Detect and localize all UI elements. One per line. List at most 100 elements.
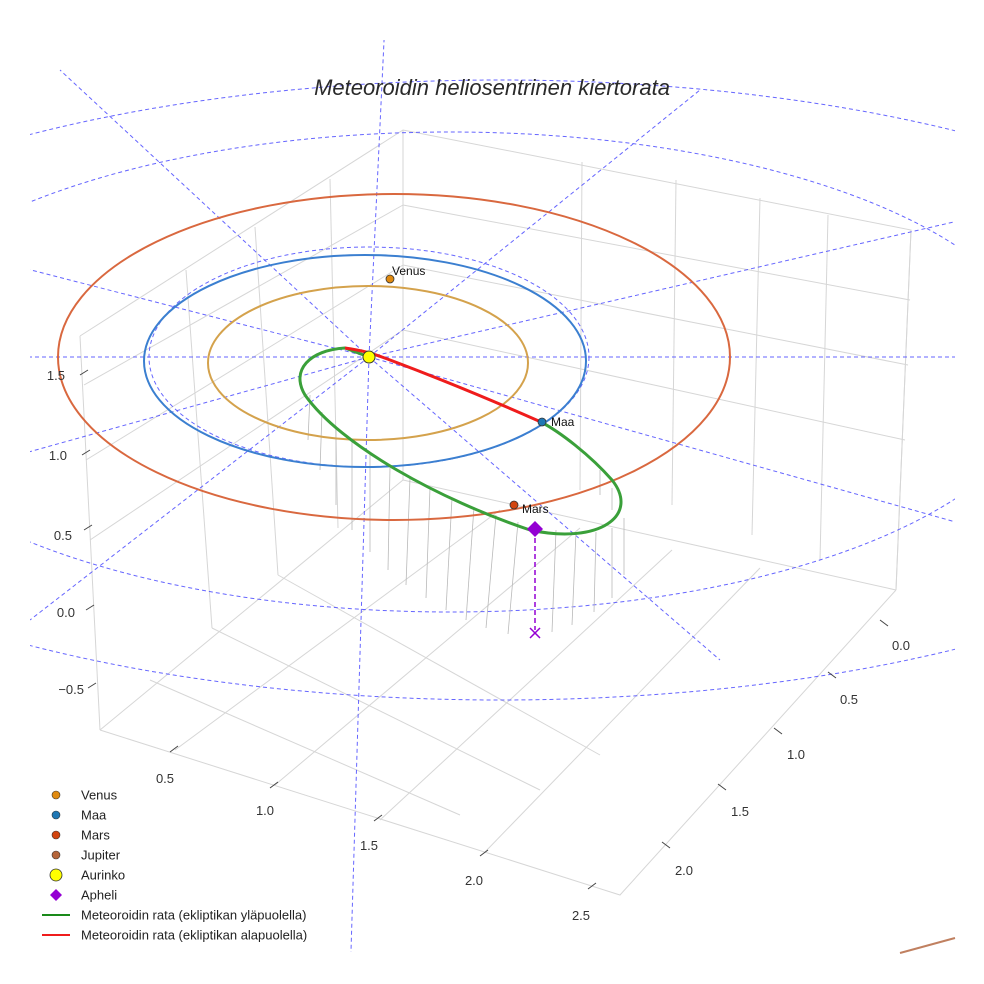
earth-label: Maa	[551, 415, 575, 429]
y-tick-mark	[717, 783, 727, 791]
grid-line	[379, 549, 673, 821]
x-tick-label: 2.0	[465, 873, 483, 888]
legend-item[interactable]: Apheli	[50, 888, 117, 903]
x-tick-label: 1.0	[256, 803, 274, 818]
x-tick-label: 1.5	[360, 838, 378, 853]
z-tick-label: −0.5	[58, 682, 84, 697]
grid-line	[579, 161, 583, 491]
legend-item[interactable]: Meteoroidin rata (ekliptikan yläpuolella…	[42, 908, 306, 923]
venus-label: Venus	[392, 264, 425, 278]
grid-line	[402, 329, 906, 441]
legend-item[interactable]: Maa	[51, 808, 107, 823]
grid-line	[89, 329, 404, 541]
ecliptic-ring-2au	[30, 131, 955, 613]
aphelion-floor-marker	[529, 627, 541, 639]
grid-line	[174, 509, 501, 751]
y-axis: 0.0 0.5 1.0 1.5 2.0	[661, 619, 910, 878]
x-tick-mark	[373, 814, 383, 822]
legend-item[interactable]: Meteoroidin rata (ekliptikan alapuolella…	[42, 928, 307, 943]
legend-marker	[51, 850, 61, 860]
legend-label: Maa	[81, 808, 107, 823]
grid-line	[402, 479, 897, 591]
earth-marker	[537, 417, 547, 427]
grid-line	[185, 269, 213, 629]
z-axis: 1.5 1.0 0.5 0.0 −0.5	[47, 368, 97, 697]
x-tick-label: 2.5	[572, 908, 590, 923]
venus-marker	[385, 274, 395, 284]
aphelion-marker	[527, 521, 543, 537]
grid-line	[85, 264, 404, 461]
legend-marker	[49, 868, 63, 882]
mars-orbit	[57, 193, 731, 521]
venus-orbit	[207, 285, 529, 441]
drop-line	[571, 531, 577, 626]
legend-item[interactable]: Aurinko	[49, 868, 125, 883]
box-grid	[79, 129, 912, 896]
orbit-below-ecliptic	[344, 346, 542, 424]
z-tick-mark	[83, 524, 93, 531]
meteoroid-orbit	[298, 346, 623, 536]
z-tick-mark	[81, 449, 91, 456]
y-tick-mark	[661, 841, 671, 849]
x-tick-mark	[169, 745, 179, 753]
grid-line	[277, 574, 601, 756]
mars-marker	[509, 500, 519, 510]
z-tick-label: 1.0	[49, 448, 67, 463]
legend-marker	[51, 830, 61, 840]
drop-lines	[307, 394, 625, 635]
ecliptic-spoke	[30, 356, 370, 453]
z-tick-mark	[87, 682, 97, 689]
z-tick-mark	[85, 604, 95, 611]
y-tick-mark	[827, 671, 837, 679]
legend-marker	[50, 889, 62, 901]
legend-label: Aurinko	[81, 868, 125, 883]
legend-item[interactable]: Venus	[51, 788, 118, 803]
ecliptic-spoke	[368, 40, 385, 358]
ecliptic-grid	[30, 40, 955, 952]
grid-line	[83, 204, 404, 386]
grid-line	[149, 679, 461, 816]
legend-label: Venus	[81, 788, 118, 803]
jupiter-orbit	[899, 937, 956, 954]
ecliptic-spoke	[30, 356, 370, 621]
drop-line	[593, 531, 597, 613]
drop-line	[485, 514, 497, 629]
grid-line	[99, 479, 404, 731]
ecliptic-spoke	[368, 89, 701, 358]
grid-line	[329, 178, 339, 529]
ecliptic-spoke	[368, 221, 955, 358]
x-axis: 0.5 1.0 1.5 2.0 2.5	[156, 745, 597, 923]
x-tick-mark	[587, 882, 597, 890]
y-tick-label: 1.5	[731, 804, 749, 819]
legend-item[interactable]: Jupiter	[51, 848, 121, 863]
z-tick-label: 0.0	[57, 605, 75, 620]
ecliptic-ring-3au	[30, 79, 955, 701]
legend-label: Jupiter	[81, 848, 121, 863]
legend-marker	[51, 790, 61, 800]
legend-item[interactable]: Mars	[51, 828, 110, 843]
grid-line	[274, 527, 581, 786]
floor-outline	[99, 589, 897, 896]
planet-orbits	[57, 193, 956, 954]
drop-line	[551, 529, 557, 633]
drop-line	[507, 521, 519, 635]
x-tick-label: 0.5	[156, 771, 174, 786]
drop-line	[319, 411, 323, 471]
y-tick-label: 0.5	[840, 692, 858, 707]
ecliptic-spoke	[30, 269, 370, 358]
grid-line	[671, 179, 677, 506]
legend-label: Mars	[81, 828, 110, 843]
grid-line	[895, 229, 912, 591]
grid-line	[484, 567, 761, 853]
grid-line	[211, 627, 541, 791]
z-tick-mark	[79, 369, 89, 376]
legend-label: Meteoroidin rata (ekliptikan alapuolella…	[81, 928, 307, 943]
y-tick-label: 2.0	[675, 863, 693, 878]
legend-label: Meteoroidin rata (ekliptikan yläpuolella…	[81, 908, 306, 923]
y-tick-mark	[879, 619, 889, 627]
drop-line	[465, 506, 475, 621]
grid-line	[254, 226, 279, 576]
legend: Venus Maa Mars Jupiter Aurinko Apheli Meteoroi…	[42, 788, 307, 943]
chart-title: Meteoroidin heliosentrinen kiertorata	[314, 75, 670, 100]
legend-label: Apheli	[81, 888, 117, 903]
